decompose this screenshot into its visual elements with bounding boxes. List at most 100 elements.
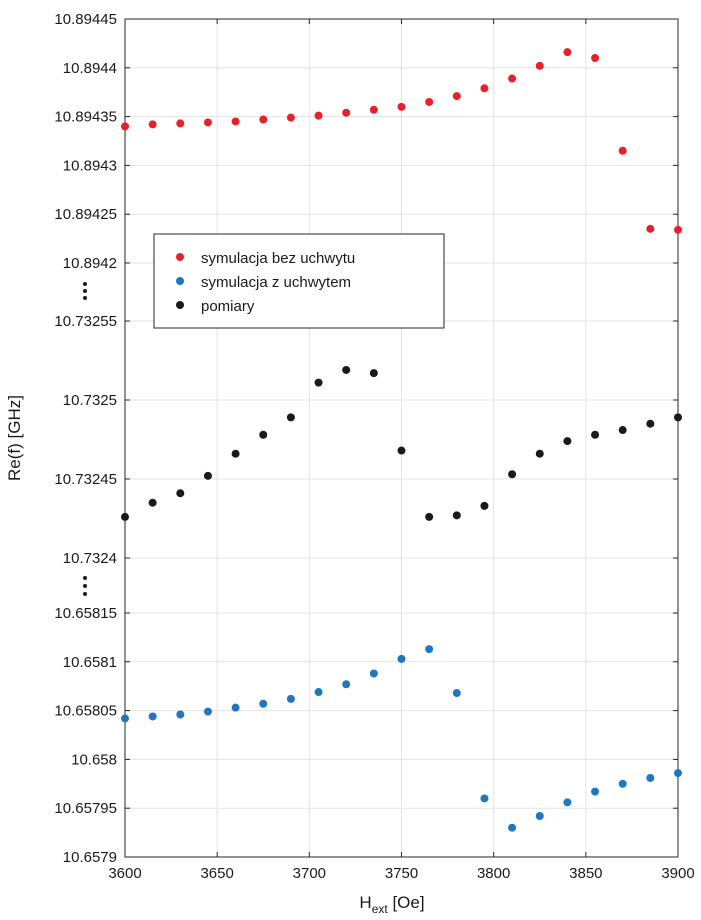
data-point xyxy=(618,779,627,788)
y-tick-label: 10.6581 xyxy=(63,654,117,671)
data-point xyxy=(674,413,682,422)
data-point xyxy=(618,146,627,155)
y-tick-label: 10.7325 xyxy=(63,392,117,409)
data-point xyxy=(314,688,323,697)
axis-break-dot xyxy=(83,584,87,588)
data-point xyxy=(480,84,489,93)
data-point xyxy=(148,120,157,129)
x-tick-label: 3800 xyxy=(477,865,510,882)
y-tick-label: 10.73245 xyxy=(54,471,117,488)
axis-break-dot xyxy=(83,289,87,293)
data-point xyxy=(286,113,295,122)
y-tick-label: 10.89435 xyxy=(54,109,117,126)
data-point xyxy=(480,794,489,803)
x-tick-labels: 3600 3650 3700 3750 3800 3850 3900 xyxy=(108,865,694,882)
data-point xyxy=(563,437,572,446)
y-tick-label: 10.89425 xyxy=(54,206,117,223)
data-point xyxy=(231,449,240,458)
y-axis-label: Re(f) [GHz] xyxy=(5,395,24,481)
data-point xyxy=(646,773,655,782)
data-point xyxy=(535,449,544,458)
data-point xyxy=(148,712,157,721)
data-point xyxy=(259,699,268,708)
data-point xyxy=(508,470,517,479)
data-point xyxy=(646,419,655,428)
data-point xyxy=(369,105,378,114)
data-point xyxy=(591,54,600,63)
data-point xyxy=(203,471,212,480)
data-point xyxy=(397,102,406,111)
data-point xyxy=(425,97,434,106)
data-point xyxy=(508,74,517,83)
data-point xyxy=(452,511,461,520)
y-tick-label: 10.7324 xyxy=(63,550,117,567)
x-tick-label: 3650 xyxy=(200,865,233,882)
y-tick-label: 10.65805 xyxy=(54,703,117,720)
data-point xyxy=(342,680,351,689)
data-point xyxy=(148,498,157,507)
legend: symulacja bez uchwytu symulacja z uchwyte… xyxy=(153,233,445,329)
x-tick-label: 3600 xyxy=(108,865,141,882)
data-point xyxy=(674,225,682,234)
y-tick-label: 10.73255 xyxy=(54,313,117,330)
legend-label: pomiary xyxy=(201,298,255,315)
x-tick-label: 3750 xyxy=(385,865,418,882)
y-tick-label: 10.89445 xyxy=(54,11,117,28)
legend-marker xyxy=(176,253,184,261)
data-point xyxy=(314,378,323,387)
axis-breaks xyxy=(83,282,87,596)
data-point xyxy=(176,119,185,128)
data-point xyxy=(369,369,378,378)
axis-break-dot xyxy=(83,576,87,580)
data-point xyxy=(231,703,240,712)
data-point xyxy=(121,122,129,131)
data-point xyxy=(259,430,268,439)
data-points xyxy=(121,48,682,832)
legend-label: symulacja z uchwytem xyxy=(201,274,351,291)
legend-marker xyxy=(176,301,184,309)
data-point xyxy=(425,512,434,521)
y-tick-label: 10.65815 xyxy=(54,605,117,622)
data-point xyxy=(646,224,655,233)
x-tick-label: 3700 xyxy=(293,865,326,882)
data-point xyxy=(121,512,129,521)
data-point xyxy=(342,108,351,117)
data-point xyxy=(508,823,517,832)
data-point xyxy=(369,669,378,678)
data-point xyxy=(203,707,212,716)
axis-break-dot xyxy=(83,296,87,300)
data-point xyxy=(591,430,600,439)
axis-break-dot xyxy=(83,592,87,596)
data-point xyxy=(425,645,434,654)
data-point xyxy=(452,92,461,101)
data-point xyxy=(452,689,461,698)
data-point xyxy=(314,111,323,120)
data-point xyxy=(121,714,129,723)
data-point xyxy=(203,118,212,127)
data-point xyxy=(176,710,185,719)
data-point xyxy=(286,413,295,422)
plot-frame xyxy=(124,18,679,858)
legend-marker xyxy=(176,277,184,285)
data-point xyxy=(259,115,268,124)
legend-box xyxy=(153,233,445,329)
data-point xyxy=(480,501,489,510)
data-point xyxy=(176,489,185,498)
data-point xyxy=(397,654,406,663)
y-tick-label: 10.658 xyxy=(71,751,117,768)
legend-label: symulacja bez uchwytu xyxy=(201,250,355,267)
data-point xyxy=(286,694,295,703)
y-tick-label: 10.6579 xyxy=(63,849,117,866)
data-point xyxy=(535,812,544,821)
y-tick-label: 10.8944 xyxy=(63,60,117,77)
data-point xyxy=(342,365,351,374)
data-point xyxy=(618,426,627,435)
data-point xyxy=(231,117,240,126)
y-tick-label: 10.8942 xyxy=(63,255,117,272)
x-tick-label: 3900 xyxy=(661,865,694,882)
data-point xyxy=(397,446,406,455)
data-point xyxy=(674,769,682,778)
y-tick-labels: 10.8942 10.89425 10.8943 10.89435 10.8944 10.… xyxy=(54,11,117,866)
axis-break-dot xyxy=(83,282,87,286)
